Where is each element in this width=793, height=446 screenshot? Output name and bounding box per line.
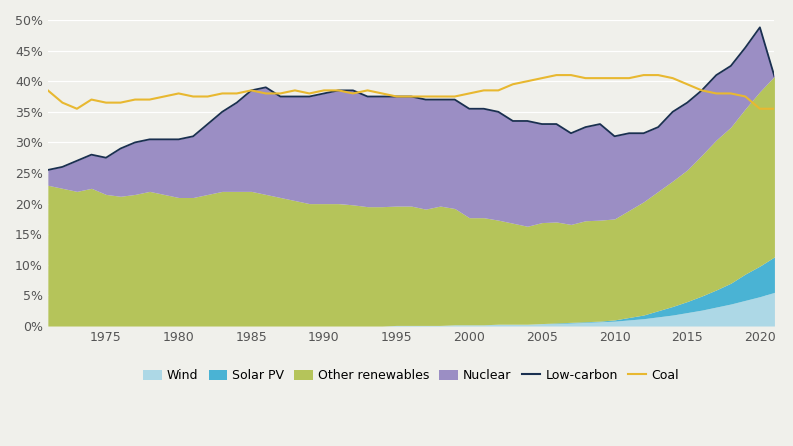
Legend: Wind, Solar PV, Other renewables, Nuclear, Low-carbon, Coal: Wind, Solar PV, Other renewables, Nuclea… — [138, 364, 684, 387]
